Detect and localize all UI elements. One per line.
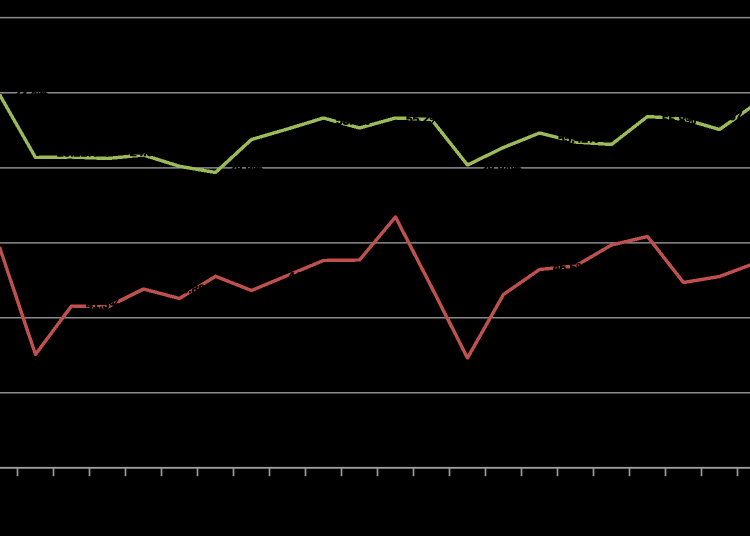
svg-text:55.2%: 55.2% (406, 112, 440, 126)
svg-text:55.42%: 55.42% (558, 131, 599, 145)
svg-text:25.21%: 25.21% (57, 145, 98, 159)
svg-text:53.4%: 53.4% (336, 114, 370, 128)
svg-text:43.89%: 43.89% (175, 282, 216, 296)
svg-text:24.9%: 24.9% (130, 145, 164, 159)
svg-text:44.2%: 44.2% (288, 269, 322, 283)
svg-text:29.9%: 29.9% (229, 162, 263, 176)
svg-text:55.8%: 55.8% (662, 113, 696, 127)
svg-text:46.5%: 46.5% (553, 261, 587, 275)
svg-text:57.6%: 57.6% (729, 109, 750, 123)
svg-text:29.94%: 29.94% (481, 161, 522, 175)
svg-text:41.5%: 41.5% (86, 298, 120, 312)
svg-text:23.4%: 23.4% (14, 86, 48, 100)
